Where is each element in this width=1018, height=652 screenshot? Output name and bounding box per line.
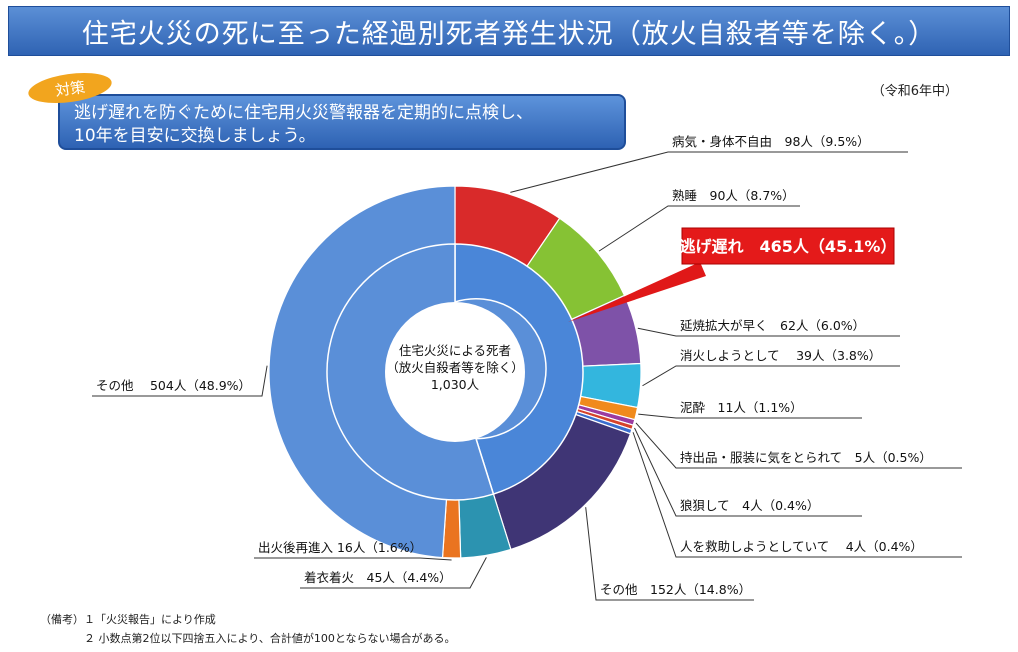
- center-line-1: 住宅火災による死者: [399, 343, 511, 358]
- slice-label-6: 狼狽して 4人（0.4%）: [680, 498, 819, 513]
- measure-line-2: 10年を目安に交換しましょう。: [74, 126, 316, 146]
- leader-lines: [92, 151, 962, 601]
- leader-line-5: [635, 422, 962, 469]
- notes: （備考）１「火災報告」により作成 ２ 小数点第2位以下四捨五入により、合計値が1…: [40, 610, 456, 648]
- measure-box: 逃げ遅れを防ぐために住宅用火災警報器を定期的に点検し、 10年を目安に交換しまし…: [58, 94, 626, 150]
- slice-label-0: 病気・身体不自由 98人（9.5%）: [672, 134, 870, 149]
- leader-line-7: [632, 432, 962, 558]
- leader-line-1: [598, 205, 800, 252]
- leader-line-11: [92, 365, 268, 397]
- slice-label-1: 熟睡 90人（8.7%）: [672, 188, 795, 203]
- leader-line-2: [637, 327, 900, 337]
- leader-line-10: [254, 557, 452, 561]
- leader-line-8: [585, 507, 754, 601]
- highlight-box: [681, 227, 895, 265]
- slice-label-3: 消火しようとして 39人（3.8%）: [680, 348, 881, 363]
- highlight-pointer: [568, 262, 706, 322]
- leader-line-3: [642, 365, 900, 387]
- center-line-2: （放火自殺者等を除く）: [386, 360, 524, 375]
- leader-line-6: [634, 427, 862, 517]
- slice-label-4: 泥酔 11人（1.1%）: [680, 400, 803, 415]
- title-bar: 住宅火災の死に至った経過別死者発生状況（放火自殺者等を除く。）: [8, 6, 1010, 56]
- donut-hole: [385, 302, 525, 442]
- note-2: ２ 小数点第2位以下四捨五入により、合計値が100とならない場合がある。: [84, 632, 456, 645]
- note-1: （備考）１「火災報告」により作成: [40, 613, 216, 626]
- year-label: （令和6年中）: [871, 84, 958, 99]
- slice-label-8: その他 152人（14.8%）: [600, 582, 751, 597]
- slice-label-7: 人を救助しようとしていて 4人（0.4%）: [680, 539, 923, 554]
- slice-label-9: 着衣着火 45人（4.4%）: [304, 570, 452, 585]
- center-line-3: 1,030人: [431, 377, 480, 392]
- slice-label-11: その他 504人（48.9%）: [96, 378, 251, 393]
- slice-labels: 病気・身体不自由 98人（9.5%） 熟睡 90人（8.7%） 延焼拡大が早く 62…: [96, 134, 932, 597]
- page-title: 住宅火災の死に至った経過別死者発生状況（放火自殺者等を除く。）: [81, 18, 937, 50]
- highlight-label: 逃げ遅れ 465人（45.1%）: [680, 237, 897, 256]
- measure-line-1: 逃げ遅れを防ぐために住宅用火災警報器を定期的に点検し、: [74, 103, 533, 123]
- leader-line-9: [300, 557, 487, 589]
- slice-label-5: 持出品・服装に気をとられて 5人（0.5%）: [680, 450, 932, 465]
- slice-label-10: 出火後再進入 16人（1.6%）: [258, 540, 422, 555]
- slice-label-2: 延焼拡大が早く 62人（6.0%）: [680, 318, 865, 333]
- leader-line-0: [510, 151, 908, 193]
- leader-line-4: [638, 413, 862, 419]
